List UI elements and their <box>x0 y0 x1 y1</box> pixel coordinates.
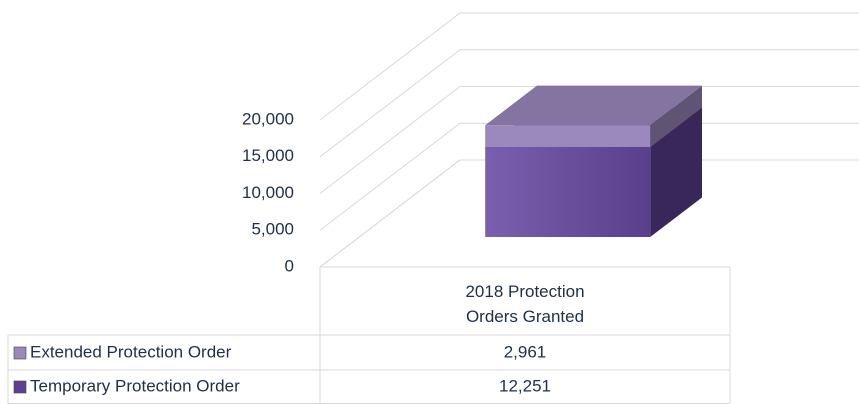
grid-line <box>319 49 859 158</box>
y-tick-label: 10,000 <box>242 183 294 202</box>
legend-label: Extended Protection Order <box>30 342 232 361</box>
grid-line <box>319 12 859 121</box>
table-value: 12,251 <box>499 376 551 395</box>
legend-swatch <box>13 346 27 360</box>
bar-front <box>485 125 651 147</box>
table-value: 2,961 <box>504 342 547 361</box>
legend-label: Temporary Protection Order <box>30 376 240 395</box>
category-label: 2018 Protection Orders Granted <box>465 282 585 326</box>
grid-line <box>319 86 859 194</box>
bar-front <box>485 146 651 238</box>
y-tick-label: 0 <box>285 256 294 275</box>
bar-top <box>485 85 702 126</box>
y-tick-label: 20,000 <box>242 109 294 128</box>
y-tick-label: 5,000 <box>251 220 294 239</box>
grid-line <box>319 159 859 268</box>
y-tick-label: 15,000 <box>242 146 294 165</box>
legend-swatch <box>13 380 27 394</box>
bar-side <box>650 85 702 147</box>
bar-side <box>650 107 702 238</box>
grid-line <box>319 122 859 231</box>
